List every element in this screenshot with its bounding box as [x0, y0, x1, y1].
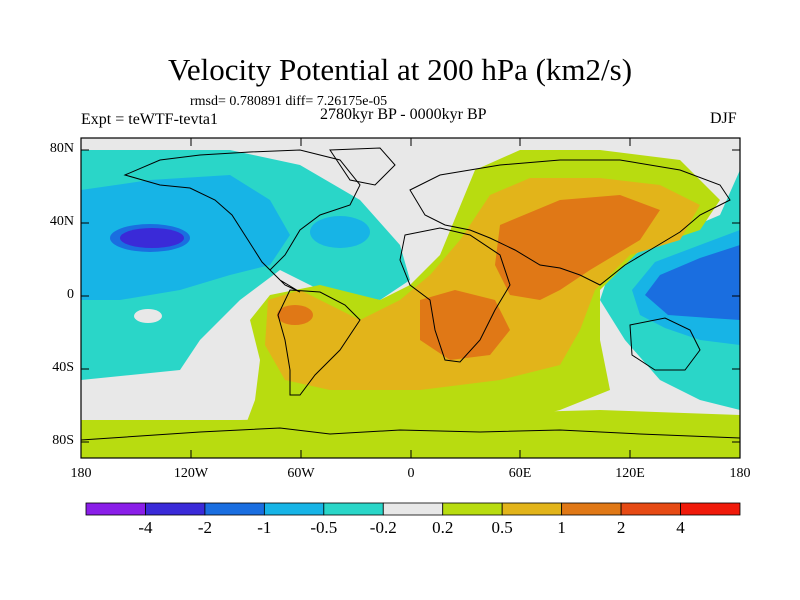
colorbar [85, 502, 741, 516]
coast-eurasia [409, 159, 731, 286]
season-label: DJF [710, 110, 737, 127]
blue-region-west-pacific [645, 245, 740, 320]
colorbar-box [561, 502, 622, 516]
lat-label: 80N [49, 141, 74, 156]
colorbar-box [382, 502, 444, 516]
coast-australia [629, 317, 701, 371]
lat-label: 80S [52, 433, 74, 448]
colorbar-box [145, 502, 206, 516]
colorbar-label: -0.5 [310, 518, 338, 537]
period-label: 2780kyr BP - 0000kyr BP [320, 106, 487, 123]
colorbar-box [204, 502, 265, 516]
colorbar-box [263, 502, 325, 516]
darkblue-core-north-pacific [120, 228, 184, 248]
colorbar-label: 4 [676, 518, 685, 537]
colorbar-box [680, 502, 741, 516]
yellowgreen-southern-band [81, 410, 740, 458]
velocity-potential-field [81, 138, 740, 458]
coastlines [81, 147, 740, 441]
coast-greenland [329, 147, 396, 186]
lat-label: 40S [52, 360, 74, 375]
orange-region-south-america [277, 305, 313, 325]
lon-label: 120E [615, 466, 645, 481]
orange-region-africa [420, 290, 510, 360]
colorbar-label: 0.5 [491, 518, 513, 537]
lat-label: 40N [49, 214, 74, 229]
colorbar-box [85, 502, 146, 516]
lat-label: 0 [67, 287, 74, 302]
lat-ticks [81, 149, 740, 443]
neutral-spot-pacific [134, 309, 162, 323]
rmsd-stats: rmsd= 0.780891 diff= 7.26175e-05 [190, 94, 388, 109]
colorbar-label: -4 [138, 518, 153, 537]
colorbar-box [323, 502, 384, 516]
colorbar-box [620, 502, 681, 516]
colorbar-label: 0.2 [432, 518, 454, 537]
coast-africa [399, 227, 511, 363]
lon-label: 60E [508, 466, 532, 481]
colorbar-box [501, 502, 563, 516]
coast-north-america [123, 149, 361, 293]
colorbar-label: -0.2 [369, 518, 397, 537]
cyan-region-atlantic [310, 216, 370, 248]
lon-label: 180 [70, 466, 92, 481]
lon-label: 60W [287, 466, 315, 481]
page-title: Velocity Potential at 200 hPa (km2/s) [167, 52, 633, 87]
colorbar-label: 1 [557, 518, 566, 537]
colorbar-label: -2 [197, 518, 212, 537]
experiment-label: Expt = teWTF-tevta1 [81, 111, 218, 128]
coast-south-america [277, 289, 361, 396]
lon-label: 120W [173, 466, 209, 481]
lon-ticks [190, 138, 631, 458]
coast-antarctica [81, 427, 740, 441]
colorbar-label: -1 [257, 518, 272, 537]
orange-region-asia [495, 195, 660, 300]
colorbar-label: 2 [616, 518, 626, 537]
lon-label: 180 [729, 466, 751, 481]
colorbar-box [442, 502, 503, 516]
lon-label: 0 [407, 466, 415, 481]
